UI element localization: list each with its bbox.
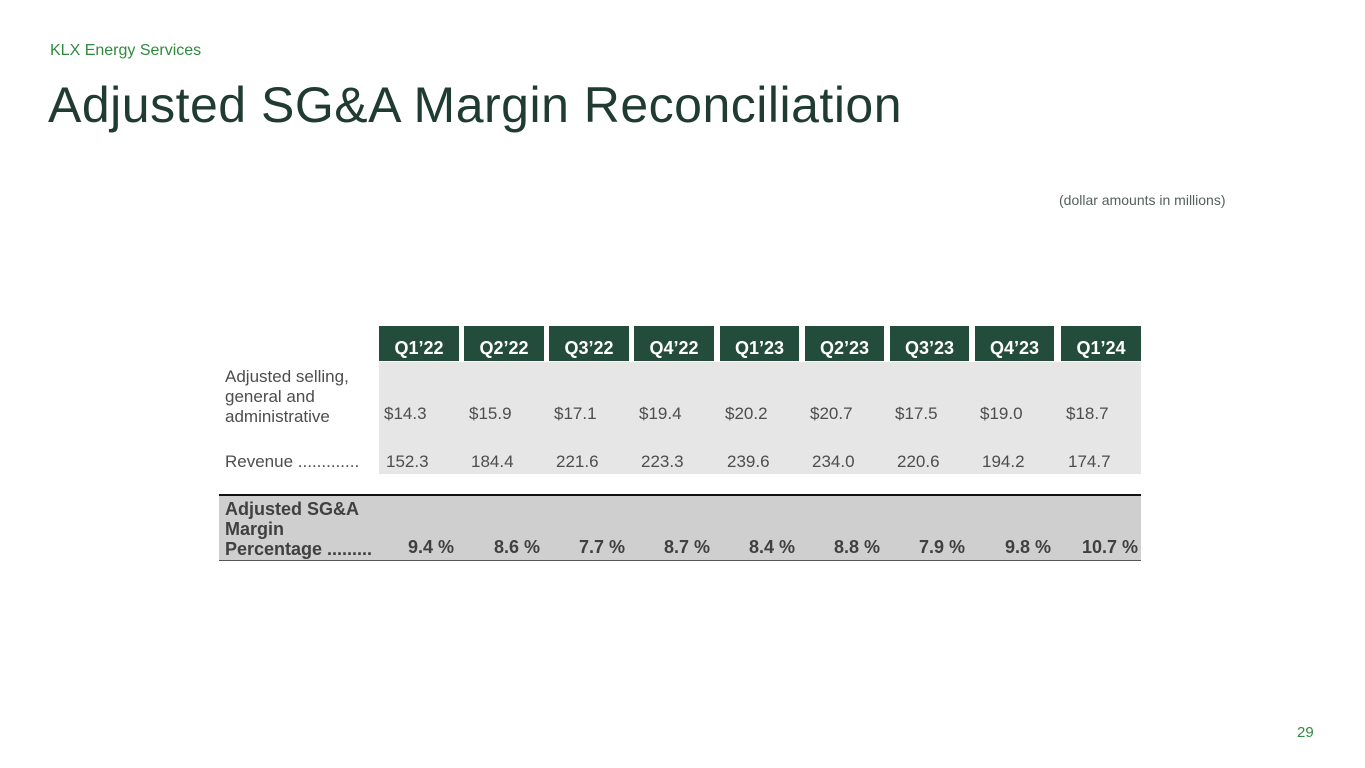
quarter-header: Q4’22 <box>634 326 714 361</box>
quarter-header: Q1’23 <box>720 326 799 361</box>
table-cell: $15.9 <box>469 404 512 423</box>
quarter-header: Q2’23 <box>805 326 884 361</box>
units-note: (dollar amounts in millions) <box>1059 192 1226 208</box>
table-cell: 8.7 % <box>664 537 711 557</box>
table-cell: 194.2 <box>982 452 1025 471</box>
table-cell: 221.6 <box>556 452 599 471</box>
table-cell: 9.4 % <box>408 537 455 557</box>
page-number: 29 <box>1297 724 1314 741</box>
table-cell: 8.6 % <box>494 537 541 557</box>
table-cell: 220.6 <box>897 452 940 471</box>
quarter-header: Q1’22 <box>379 326 459 361</box>
table-cell: 8.8 % <box>834 537 881 557</box>
table-cell: $17.1 <box>554 404 597 423</box>
quarter-header: Q2’22 <box>464 326 544 361</box>
data-band <box>379 362 1141 474</box>
quarter-header: Q3’22 <box>549 326 629 361</box>
total-band <box>219 494 1141 561</box>
table-cell: $14.3 <box>384 404 427 423</box>
table-cell: 239.6 <box>727 452 770 471</box>
table-cell: 8.4 % <box>749 537 796 557</box>
table-cell: 9.8 % <box>1005 537 1052 557</box>
table-cell: $17.5 <box>895 404 938 423</box>
table-cell: $19.4 <box>639 404 682 423</box>
quarter-header: Q3’23 <box>890 326 969 361</box>
table-cell: $20.7 <box>810 404 853 423</box>
table-cell: $19.0 <box>980 404 1023 423</box>
table-cell: 7.9 % <box>919 537 966 557</box>
table-cell: 174.7 <box>1068 452 1111 471</box>
table-cell: 7.7 % <box>579 537 626 557</box>
row-label-revenue: Revenue ............. <box>225 452 360 471</box>
table-cell: $20.2 <box>725 404 768 423</box>
page-title: Adjusted SG&A Margin Reconciliation <box>48 77 903 133</box>
row-label-margin: Adjusted SG&A Margin Percentage ........… <box>225 499 373 559</box>
row-label-sga: Adjusted selling, general and administra… <box>225 367 349 426</box>
company-name: KLX Energy Services <box>50 42 202 59</box>
table-cell: 234.0 <box>812 452 855 471</box>
table-cell: 10.7 % <box>1082 537 1139 557</box>
table-cell: 152.3 <box>386 452 429 471</box>
quarter-header: Q1’24 <box>1061 326 1141 361</box>
quarter-header: Q4’23 <box>975 326 1054 361</box>
table-cell: 184.4 <box>471 452 514 471</box>
table-cell: $18.7 <box>1066 404 1109 423</box>
table-cell: 223.3 <box>641 452 684 471</box>
